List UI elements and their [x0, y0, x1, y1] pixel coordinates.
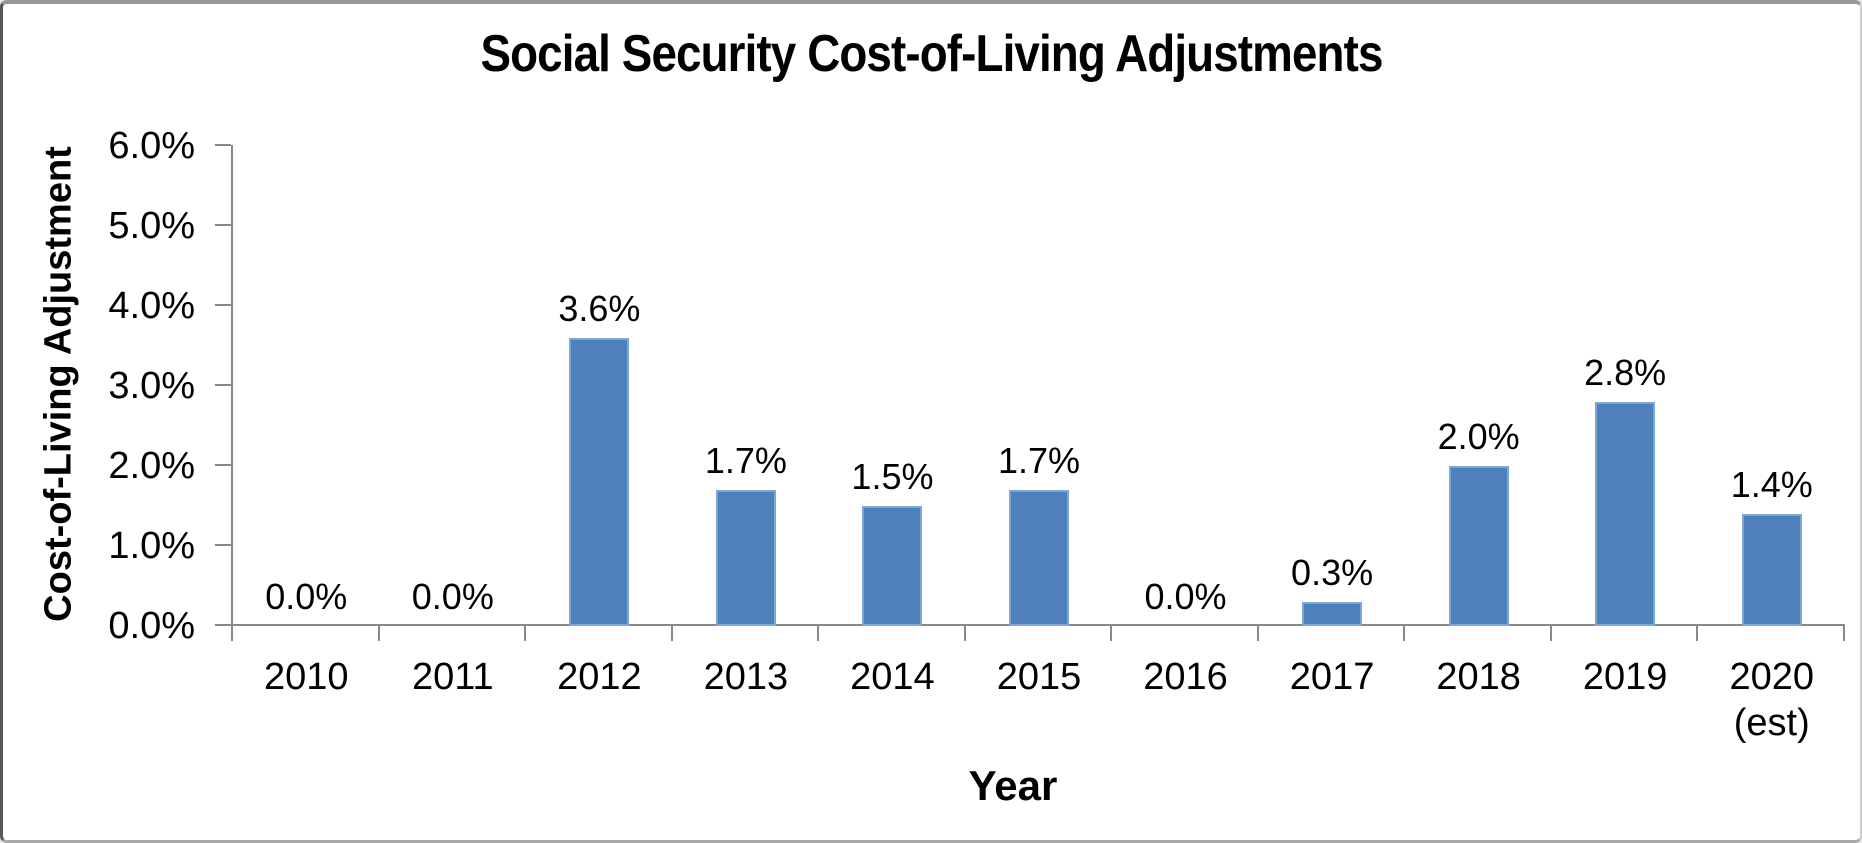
chart-title: Social Security Cost-of-Living Adjustmen… [480, 25, 1383, 83]
x-tick-label-2012: 2012 [557, 656, 642, 698]
x-boundary-tick [1549, 626, 1552, 641]
bar-value-label: 2.8% [1584, 352, 1667, 393]
bar-value-label: 0.0% [265, 576, 348, 617]
bar-value-label: 0.3% [1291, 552, 1374, 593]
x-tick-label-2014: 2014 [850, 656, 935, 698]
x-tick-label-2010: 2010 [263, 656, 349, 698]
x-tick-label-2018: 2018 [1436, 656, 1521, 698]
y-tick [215, 224, 231, 226]
x-tick-label-2017: 2017 [1289, 656, 1375, 698]
y-tick [215, 304, 231, 306]
x-boundary-tick [1696, 626, 1699, 641]
y-axis-line [231, 145, 233, 641]
bar-value-label: 0.0% [411, 576, 494, 617]
x-tick-label-2015: 2015 [996, 656, 1082, 698]
x-boundary-tick [524, 626, 527, 641]
bar-2017 [1302, 602, 1363, 626]
bar-value-label: 1.4% [1730, 464, 1813, 505]
y-tick [215, 624, 231, 626]
bar-2018 [1448, 466, 1509, 626]
bar-2012 [569, 338, 630, 626]
x-boundary-tick [1843, 626, 1845, 641]
bar-value-label: 1.7% [704, 440, 787, 481]
x-boundary-tick [817, 626, 820, 641]
x-tick-label-2011: 2011 [411, 656, 494, 698]
bar-value-label: 1.5% [851, 456, 934, 497]
y-tick [215, 464, 231, 466]
x-tick-label-2019: 2019 [1582, 656, 1668, 698]
y-tick-label: 5.0% [108, 205, 195, 247]
plot-area: 6.0% 5.0% 4.0% 3.0% 2.0% 1.0% 0.0% 0.0% 2010 0.0%… [3, 4, 1860, 840]
x-tick-sublabel: (est) [1733, 702, 1810, 744]
y-tick-label: 4.0% [108, 285, 195, 327]
y-tick [215, 544, 231, 546]
y-tick [215, 144, 231, 146]
bar-value-label: 1.7% [997, 440, 1081, 481]
x-boundary-tick [377, 626, 380, 641]
y-tick-label: 6.0% [108, 125, 195, 167]
x-boundary-tick [1110, 626, 1113, 641]
y-tick [215, 384, 231, 386]
y-tick-label: 3.0% [108, 365, 195, 407]
x-tick-label-2016: 2016 [1143, 656, 1228, 698]
x-tick-label-2020: 2020 (est) [1698, 654, 1845, 746]
y-tick-label: 2.0% [108, 445, 195, 487]
y-tick-label: 1.0% [108, 525, 195, 567]
x-boundary-tick [963, 626, 966, 641]
y-tick-label: 0.0% [108, 605, 195, 647]
bar-value-label: 0.0% [1144, 576, 1227, 617]
x-tick-label-2013: 2013 [703, 656, 789, 698]
x-boundary-tick [1403, 626, 1406, 641]
bar-2014 [862, 506, 923, 626]
bar-2015 [1009, 490, 1069, 626]
bar-value-label: 2.0% [1437, 416, 1520, 457]
bar-2013 [715, 490, 776, 626]
bar-value-label: 3.6% [558, 288, 641, 329]
x-axis-title: Year [968, 762, 1058, 809]
bar-2020 [1741, 514, 1802, 626]
bar-2019 [1595, 402, 1656, 626]
x-boundary-tick [1256, 626, 1259, 641]
x-boundary-tick [670, 626, 673, 641]
